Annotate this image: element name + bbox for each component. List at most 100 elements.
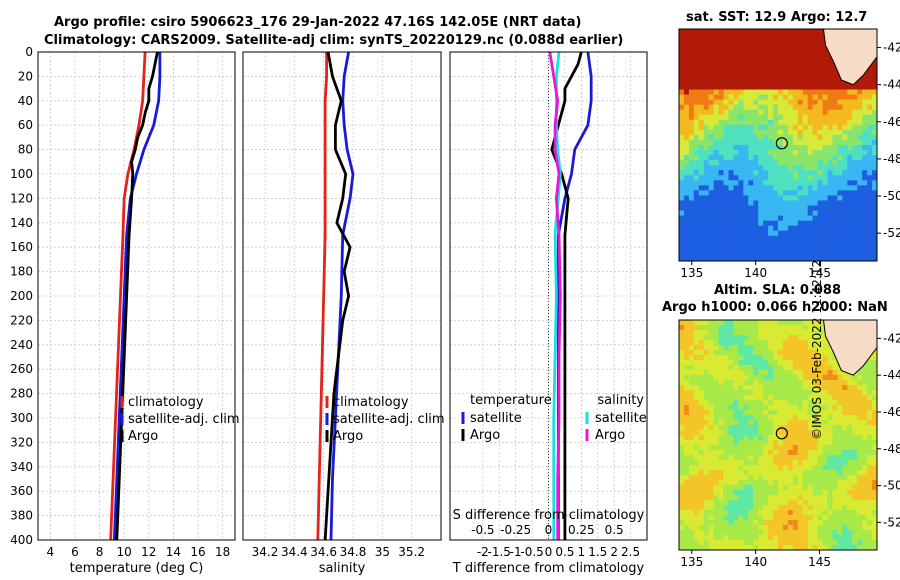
map-cell — [817, 435, 823, 441]
map-cell — [679, 385, 685, 391]
map-cell — [698, 89, 705, 95]
map-cell — [867, 425, 873, 431]
map-cell — [723, 320, 729, 326]
map-cell — [758, 230, 764, 237]
map-cell — [679, 340, 685, 346]
map-cell — [748, 230, 754, 237]
map-cell — [778, 225, 784, 232]
map-cell — [778, 345, 784, 351]
map-cell — [862, 205, 868, 211]
map-cell — [768, 109, 774, 116]
map-cell — [748, 515, 754, 521]
map-cell — [743, 84, 749, 90]
map-cell — [827, 165, 833, 171]
legend-label: satellite — [595, 411, 647, 426]
map-cell — [832, 124, 838, 131]
map-cell — [703, 430, 710, 436]
map-cell — [733, 470, 739, 476]
map-cell — [713, 124, 719, 131]
y-tick-label: 400 — [10, 533, 33, 547]
map-cell — [778, 74, 784, 80]
y-tick-label: 0 — [25, 45, 33, 59]
map-cell — [837, 505, 843, 511]
map-cell — [847, 520, 853, 526]
map-cell — [718, 150, 724, 156]
map-cell — [797, 175, 804, 181]
map-cell — [822, 210, 828, 217]
map-cell — [822, 150, 828, 156]
map-cell — [817, 64, 823, 70]
map-cell — [867, 405, 873, 411]
map-cell — [753, 210, 759, 217]
map-cell — [812, 350, 818, 356]
map-cell — [842, 155, 848, 161]
map-cell — [768, 175, 774, 181]
map-cell — [812, 29, 818, 35]
map-cell — [837, 470, 843, 476]
map-cell — [867, 465, 873, 471]
map-cell — [768, 445, 774, 451]
map-cell — [733, 435, 739, 441]
map-cell — [822, 84, 828, 90]
map-cell — [842, 385, 848, 391]
map-cell — [768, 430, 774, 436]
map-cell — [679, 160, 685, 166]
map-cell — [778, 450, 784, 456]
map-cell — [748, 425, 754, 431]
map-cell — [708, 340, 715, 346]
map-cell — [787, 119, 794, 126]
map-cell — [679, 365, 685, 371]
map-cell — [743, 465, 749, 471]
map-cell — [753, 405, 759, 411]
map-cell — [812, 155, 818, 161]
map-cell — [812, 250, 818, 257]
map-cell — [837, 380, 843, 386]
map-cell — [748, 450, 754, 456]
map-cell — [812, 445, 818, 451]
map-cell — [852, 530, 858, 536]
map-cell — [817, 79, 823, 85]
map-cell — [827, 410, 833, 416]
map-cell — [753, 520, 759, 526]
map-cell — [723, 470, 729, 476]
map-cell — [847, 124, 853, 131]
map-cell — [708, 29, 715, 35]
map-cell — [708, 180, 715, 186]
map-cell — [708, 129, 715, 136]
map-cell — [797, 345, 804, 351]
map-cell — [817, 215, 823, 222]
map-cell — [857, 460, 863, 466]
map-cell — [763, 195, 769, 201]
map-cell — [723, 64, 729, 70]
map-cell — [718, 155, 724, 161]
map-cell — [827, 535, 833, 541]
map-cell — [852, 175, 858, 181]
map-cell — [837, 370, 843, 376]
map-cell — [748, 190, 754, 196]
map-cell — [758, 114, 764, 121]
map-cell — [733, 180, 739, 186]
map-cell — [708, 205, 715, 211]
map-cell — [713, 405, 719, 411]
map-cell — [733, 134, 739, 141]
map-cell — [713, 210, 719, 217]
map-cell — [728, 94, 734, 101]
map-cell — [693, 119, 700, 126]
map-cell — [802, 355, 809, 361]
map-cell — [847, 160, 853, 166]
map-cell — [817, 410, 823, 416]
map-cell — [827, 525, 833, 531]
map-cell — [782, 335, 789, 341]
map-cell — [758, 360, 764, 366]
map-cell — [718, 220, 724, 227]
map-cell — [802, 510, 809, 516]
map-cell — [872, 225, 878, 232]
map-cell — [703, 74, 710, 80]
map-cell — [758, 500, 764, 506]
map-cell — [773, 545, 779, 551]
map-cell — [822, 505, 828, 511]
map-cell — [782, 84, 789, 90]
map-cell — [872, 165, 878, 171]
map-cell — [787, 350, 794, 356]
map-cell — [802, 460, 809, 466]
